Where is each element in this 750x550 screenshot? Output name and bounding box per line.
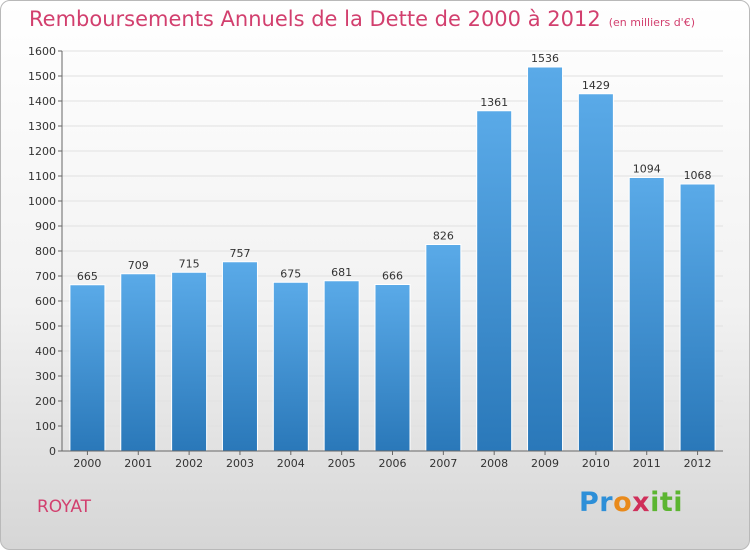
y-tick-label: 0 — [49, 445, 56, 458]
y-tick-label: 1500 — [28, 70, 56, 83]
y-tick-label: 400 — [35, 345, 56, 358]
y-tick-label: 200 — [35, 395, 56, 408]
data-label-2004: 675 — [280, 267, 301, 280]
bar-2001 — [120, 273, 157, 452]
y-tick-label: 1400 — [28, 95, 56, 108]
bar-2011 — [628, 177, 665, 452]
x-tick-label-2002: 2002 — [175, 457, 203, 470]
data-label-2011: 1094 — [633, 163, 661, 176]
y-tick-label: 100 — [35, 420, 56, 433]
x-tick-label-2011: 2011 — [633, 457, 661, 470]
data-label-2009: 1536 — [531, 52, 559, 65]
x-tick-label-2008: 2008 — [480, 457, 508, 470]
x-tick-label-2010: 2010 — [582, 457, 610, 470]
bar-2009 — [527, 66, 564, 452]
data-label-2006: 666 — [382, 270, 403, 283]
x-axis-ticks: 2000 2001 2002 2003 2004 2005 2006 2007 2008 2009… — [73, 451, 712, 470]
bar-2000 — [69, 284, 106, 452]
bars: 665 709 715 757 675 681 666 826 1361 1536 1429 1094… — [69, 52, 716, 452]
chart-unit: (en milliers d'€) — [608, 16, 695, 29]
town-name: ROYAT — [37, 497, 92, 517]
bar-2007 — [425, 244, 462, 452]
bar-2010 — [577, 93, 614, 452]
x-tick-label-2005: 2005 — [328, 457, 356, 470]
data-label-2012: 1068 — [684, 169, 712, 182]
data-label-2010: 1429 — [582, 79, 610, 92]
y-tick-label: 500 — [35, 320, 56, 333]
y-tick-label: 1300 — [28, 120, 56, 133]
y-tick-label: 900 — [35, 220, 56, 233]
y-tick-label: 1600 — [28, 45, 56, 58]
bar-2012 — [679, 183, 716, 452]
data-label-2000: 665 — [77, 270, 98, 283]
y-tick-label: 800 — [35, 245, 56, 258]
data-label-2001: 709 — [128, 259, 149, 272]
x-tick-label-2000: 2000 — [73, 457, 101, 470]
bar-2006 — [374, 284, 411, 452]
bar-2005 — [323, 280, 360, 452]
x-tick-label-2012: 2012 — [684, 457, 712, 470]
x-tick-label-2003: 2003 — [226, 457, 254, 470]
data-label-2008: 1361 — [480, 96, 508, 109]
x-tick-label-2009: 2009 — [531, 457, 559, 470]
bar-2004 — [272, 281, 309, 452]
x-tick-label-2007: 2007 — [429, 457, 457, 470]
y-tick-label: 600 — [35, 295, 56, 308]
bar-2002 — [171, 271, 208, 452]
x-tick-label-2006: 2006 — [379, 457, 407, 470]
data-label-2007: 826 — [433, 230, 454, 243]
bar-2008 — [476, 110, 513, 452]
y-tick-label: 1100 — [28, 170, 56, 183]
data-label-2003: 757 — [229, 247, 250, 260]
x-tick-label-2001: 2001 — [124, 457, 152, 470]
data-label-2002: 715 — [179, 257, 200, 270]
y-tick-label: 1200 — [28, 145, 56, 158]
y-axis-ticks: 0 100 200 300 400 500 600 700 800 900 1000 1100 1200… — [28, 45, 62, 458]
data-label-2005: 681 — [331, 266, 352, 279]
x-tick-label-2004: 2004 — [277, 457, 305, 470]
y-tick-label: 700 — [35, 270, 56, 283]
y-tick-label: 1000 — [28, 195, 56, 208]
bar-2003 — [221, 261, 258, 452]
y-tick-label: 300 — [35, 370, 56, 383]
chart-title: Remboursements Annuels de la Dette de 20… — [29, 7, 695, 31]
axes — [61, 51, 723, 452]
proxiti-logo: Proxiti — [579, 487, 684, 518]
